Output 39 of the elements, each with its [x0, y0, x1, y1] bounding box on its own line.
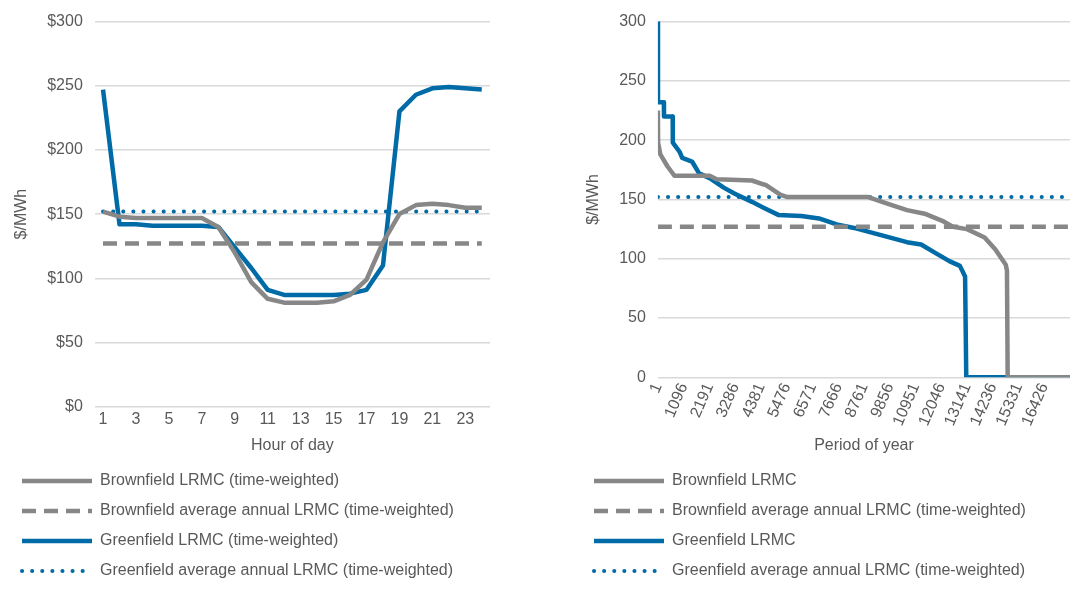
legend-label: Greenfield average annual LRMC (time-weighted): [672, 561, 1026, 579]
x-tick-label: 7: [197, 409, 207, 427]
y-tick-label: 300: [619, 12, 646, 30]
legend-label: Brownfield LRMC (time-weighted): [100, 471, 340, 489]
x-axis-title: Period of year: [814, 435, 915, 453]
y-axis-title: $/MWh: [584, 174, 602, 225]
y-tick-label: $150: [47, 204, 83, 222]
legend-label: Brownfield average annual LRMC (time-weighted): [672, 501, 1026, 519]
y-axis-title: $/MWh: [12, 188, 30, 240]
legend-label: Brownfield LRMC: [672, 471, 797, 489]
y-tick-label: 150: [619, 189, 646, 207]
x-tick-label: 23: [456, 409, 475, 427]
y-tick-label: 100: [619, 249, 646, 267]
y-tick-label: 250: [619, 71, 646, 89]
y-tick-label: 50: [628, 308, 646, 326]
y-tick-label: $100: [47, 268, 83, 286]
legend-label: Brownfield average annual LRMC (time-weighted): [100, 501, 454, 519]
x-tick-label: 13: [291, 409, 310, 427]
x-tick-label: 21: [423, 409, 442, 427]
x-axis-title: Hour of day: [251, 435, 334, 453]
x-tick-label: 1: [645, 380, 665, 396]
x-tick-label: 3: [131, 409, 141, 427]
y-tick-label: $250: [47, 76, 83, 94]
y-tick-label: $300: [47, 12, 83, 30]
x-tick-label: 9: [230, 409, 240, 427]
legend-label: Greenfield average annual LRMC (time-weighted): [100, 561, 454, 579]
x-tick-label: 17: [357, 409, 376, 427]
x-tick-label: 19: [390, 409, 409, 427]
x-tick-label: 1: [98, 409, 108, 427]
x-tick-label: 5: [164, 409, 174, 427]
legend-label: Greenfield LRMC: [672, 531, 796, 549]
y-tick-label: $200: [47, 140, 83, 158]
y-tick-label: $50: [56, 332, 83, 350]
y-tick-label: 0: [636, 367, 646, 385]
x-tick-label: 11: [259, 409, 277, 427]
legend-label: Greenfield LRMC (time-weighted): [100, 531, 339, 549]
y-tick-label: 200: [619, 130, 646, 148]
y-tick-label: $0: [65, 397, 83, 415]
x-tick-label: 15: [324, 409, 343, 427]
